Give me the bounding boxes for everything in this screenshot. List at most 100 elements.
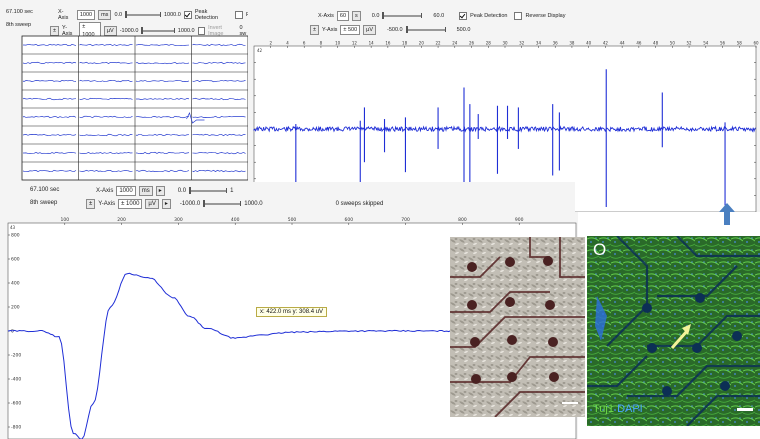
up-arrow-icon bbox=[719, 203, 735, 225]
mea-fluorescence-picture bbox=[587, 236, 760, 426]
wf-y-tick-label: 800 bbox=[11, 233, 20, 239]
wf-y-tick-label: 0 bbox=[11, 329, 14, 335]
bc-yaxis-unit[interactable]: µV bbox=[145, 199, 159, 209]
bc-sweeps-skipped: 0 sweeps skipped bbox=[335, 201, 384, 207]
fluo-corner-label: O bbox=[593, 240, 607, 259]
grid-invert-label: Invert Image bbox=[208, 25, 224, 37]
grid-channel-trace bbox=[192, 61, 246, 65]
grid-xaxis-input[interactable]: 1000 bbox=[76, 10, 96, 20]
bc-yaxis-dropdown[interactable]: ▸ bbox=[161, 199, 171, 209]
sc-x-tick-label: 18 bbox=[402, 41, 408, 46]
grid-xaxis-slider[interactable] bbox=[125, 11, 161, 18]
sc-x-tick-label: 34 bbox=[536, 41, 542, 46]
grid-invert-checkbox[interactable] bbox=[197, 27, 206, 35]
grid-channel-trace bbox=[22, 115, 77, 119]
sc-x-tick-label: 42 bbox=[603, 41, 609, 46]
grid-channel-trace bbox=[135, 43, 190, 47]
grid-yaxis-max: 1000.0 bbox=[177, 28, 195, 34]
grid-channel-trace bbox=[79, 97, 133, 101]
bc-xaxis-label: X-Axis bbox=[96, 188, 114, 194]
sc-x-tick-label: 48 bbox=[653, 41, 659, 46]
sc-peak-detection-checkbox[interactable] bbox=[459, 12, 468, 20]
bc-yaxis-input[interactable]: ± 1000 bbox=[118, 199, 143, 209]
wf-x-tick-label: 900 bbox=[515, 217, 524, 223]
sc-peak-detection-label: Peak Detection bbox=[470, 13, 508, 19]
sc-yaxis-slider[interactable] bbox=[405, 26, 446, 33]
grid-xaxis-unit[interactable]: ms bbox=[98, 10, 112, 20]
sc-reverse-display-checkbox[interactable] bbox=[514, 12, 523, 20]
grid-yaxis-unit[interactable]: µV bbox=[103, 26, 117, 36]
grid-xaxis-min: 0.0 bbox=[114, 12, 123, 18]
sc-x-tick-label: 26 bbox=[469, 41, 475, 46]
grid-channel-trace bbox=[135, 133, 190, 136]
grid-channel-trace bbox=[22, 79, 77, 82]
sc-x-tick-label: 28 bbox=[486, 41, 492, 46]
wf-y-tick-label: -200 bbox=[11, 353, 21, 359]
grid-xaxis-max: 1000.0 bbox=[164, 12, 181, 18]
sc-yaxis-input[interactable]: ± 500 bbox=[340, 25, 361, 35]
grid-sweep: 8th sweep bbox=[6, 22, 32, 28]
sc-yaxis-label: Y-Axis bbox=[322, 27, 338, 33]
grid-channel-trace bbox=[135, 97, 190, 100]
wf-y-tick-label: -800 bbox=[11, 425, 21, 431]
sc-x-tick-label: 56 bbox=[720, 41, 726, 46]
sc-x-tick-label: 54 bbox=[703, 41, 709, 46]
grid-yaxis-min: -1000.0 bbox=[119, 28, 139, 34]
annotation-arrow-icon bbox=[670, 324, 691, 349]
bc-xaxis-unit[interactable]: ms bbox=[138, 186, 153, 196]
bc-yaxis-stepper[interactable]: ± bbox=[86, 199, 96, 209]
sc-xaxis-label: X-Axis bbox=[318, 13, 334, 19]
bc-yaxis-label: Y-Axis bbox=[98, 201, 116, 207]
grid-channel-trace bbox=[79, 152, 133, 154]
fluorescence-image: O Tuj1 DAPI bbox=[587, 236, 760, 426]
sc-x-tick-label: 30 bbox=[502, 41, 508, 46]
bc-xaxis-slider[interactable] bbox=[189, 187, 228, 194]
sc-x-tick-label: 32 bbox=[519, 41, 525, 46]
grid-channel-trace bbox=[192, 133, 246, 137]
sc-xaxis-slider[interactable] bbox=[382, 12, 423, 19]
grid-yaxis-label: Y-Axis bbox=[62, 25, 73, 37]
stain-legend: Tuj1 DAPI bbox=[593, 403, 643, 415]
grid-channel-trace bbox=[22, 43, 77, 47]
sc-yaxis-unit[interactable]: µV bbox=[363, 25, 376, 35]
bottom-controls: 67.100 sec X-Axis 1000 ms ▸ 0.0 1 8th sw… bbox=[0, 182, 575, 212]
sc-x-tick-label: 24 bbox=[452, 41, 458, 46]
grid-channel-trace bbox=[192, 43, 246, 47]
grid-channel-trace bbox=[192, 97, 246, 101]
bc-sweep: 8th sweep bbox=[30, 200, 58, 206]
wf-y-tick-label: 400 bbox=[11, 281, 20, 287]
sc-yaxis-stepper[interactable]: ± bbox=[310, 25, 320, 35]
grid-reverse-checkbox[interactable] bbox=[235, 11, 244, 19]
sc-noise-trace bbox=[253, 125, 756, 133]
wf-x-tick-label: 600 bbox=[345, 217, 354, 223]
sc-x-tick-label: 14 bbox=[369, 41, 375, 46]
grid-channel-trace bbox=[22, 169, 77, 173]
bc-xaxis-input[interactable]: 1000 bbox=[116, 186, 136, 196]
wf-x-tick-label: 100 bbox=[61, 217, 70, 223]
sc-x-tick-label: 38 bbox=[569, 41, 575, 46]
grid-peak-detection-checkbox[interactable] bbox=[183, 11, 192, 19]
grid-channel-trace bbox=[79, 61, 133, 65]
grid-yaxis-stepper[interactable]: ± bbox=[50, 26, 60, 36]
wf-y-tick-label: 200 bbox=[11, 305, 20, 311]
grid-channel-trace bbox=[135, 151, 190, 155]
grid-time: 67.100 sec bbox=[6, 9, 33, 15]
wf-x-tick-label: 200 bbox=[117, 217, 126, 223]
sc-xaxis-unit[interactable]: s bbox=[352, 11, 361, 21]
bc-xaxis-dropdown[interactable]: ▸ bbox=[155, 186, 165, 196]
wf-x-tick-label: 700 bbox=[401, 217, 410, 223]
sc-xaxis-input[interactable]: 60 bbox=[336, 11, 350, 21]
sc-x-tick-label: 20 bbox=[419, 41, 425, 46]
grid-yaxis-slider[interactable] bbox=[141, 27, 176, 34]
sc-x-tick-label: 44 bbox=[620, 41, 626, 46]
single-channel-window: X-Axis 60 s 0.0 60.0 Peak Detection Reve… bbox=[248, 0, 760, 212]
grid-channel-trace bbox=[79, 43, 133, 47]
sc-x-tick-label: 22 bbox=[436, 41, 442, 46]
sc-x-tick-label: 40 bbox=[586, 41, 592, 46]
bc-yaxis-slider[interactable] bbox=[203, 200, 242, 207]
grid-spike-trace bbox=[186, 112, 205, 124]
phase-contrast-image bbox=[450, 237, 585, 417]
stain-dapi-label: DAPI bbox=[617, 403, 643, 415]
sc-x-tick-label: 6 bbox=[303, 41, 306, 46]
sc-x-tick-label: 10 bbox=[335, 41, 341, 46]
